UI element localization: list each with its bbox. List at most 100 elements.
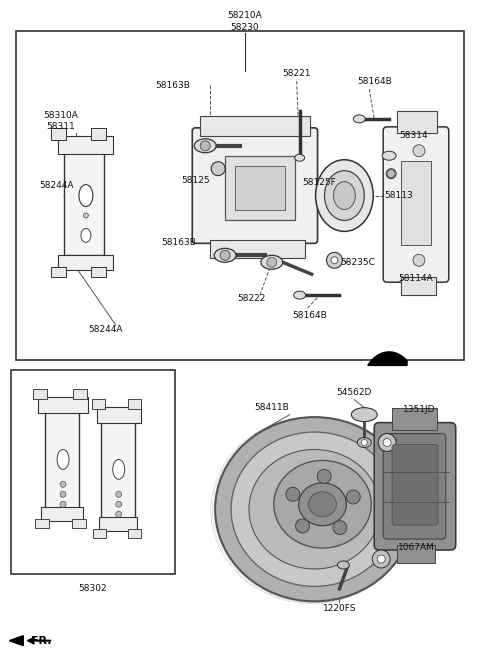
Ellipse shape: [386, 169, 396, 178]
Circle shape: [378, 434, 396, 451]
Circle shape: [413, 255, 425, 266]
Ellipse shape: [113, 459, 125, 480]
Ellipse shape: [351, 407, 377, 422]
Circle shape: [60, 491, 66, 497]
Bar: [397, 111, 437, 133]
FancyBboxPatch shape: [192, 128, 318, 243]
Ellipse shape: [194, 139, 216, 153]
FancyBboxPatch shape: [383, 434, 446, 539]
Circle shape: [317, 470, 331, 483]
Circle shape: [211, 162, 225, 176]
Ellipse shape: [215, 417, 414, 602]
Circle shape: [377, 555, 385, 563]
Ellipse shape: [249, 449, 380, 569]
Text: 58125F: 58125F: [303, 178, 336, 187]
Bar: [97, 407, 141, 422]
Bar: [128, 399, 141, 409]
Bar: [210, 240, 305, 258]
Bar: [93, 529, 106, 538]
Ellipse shape: [57, 449, 69, 470]
Bar: [58, 255, 113, 270]
Bar: [72, 519, 86, 528]
Text: 58311: 58311: [47, 123, 75, 131]
Bar: [35, 519, 49, 528]
Circle shape: [372, 550, 390, 568]
Circle shape: [296, 519, 310, 533]
Bar: [45, 409, 79, 509]
Ellipse shape: [261, 255, 283, 269]
Text: FR.: FR.: [31, 636, 52, 646]
Text: 58113: 58113: [384, 191, 413, 200]
Bar: [101, 420, 134, 519]
Ellipse shape: [334, 182, 355, 209]
Bar: [225, 155, 295, 220]
Circle shape: [413, 145, 425, 157]
Circle shape: [333, 521, 347, 535]
Bar: [73, 389, 87, 399]
Circle shape: [60, 501, 66, 507]
Polygon shape: [9, 636, 23, 646]
Bar: [235, 166, 285, 211]
Circle shape: [387, 170, 395, 178]
Text: 58230: 58230: [231, 23, 259, 31]
Circle shape: [286, 487, 300, 501]
FancyBboxPatch shape: [383, 127, 449, 282]
Circle shape: [116, 491, 122, 497]
Text: 58221: 58221: [282, 69, 311, 77]
Text: 1351JD: 1351JD: [403, 405, 435, 414]
Bar: [92, 399, 105, 409]
Text: 58314: 58314: [400, 131, 428, 140]
Ellipse shape: [357, 438, 371, 447]
Bar: [41, 507, 83, 521]
Circle shape: [116, 501, 122, 507]
Bar: [51, 128, 66, 140]
Text: 58310A: 58310A: [44, 112, 78, 121]
Text: 54562D: 54562D: [336, 388, 372, 398]
Text: 58302: 58302: [79, 584, 107, 594]
Polygon shape: [368, 352, 407, 365]
Text: 58163B: 58163B: [155, 81, 190, 89]
Circle shape: [220, 251, 230, 260]
Text: 58411B: 58411B: [254, 403, 289, 412]
Bar: [38, 397, 88, 413]
Bar: [99, 517, 137, 531]
Ellipse shape: [326, 253, 342, 268]
Ellipse shape: [274, 461, 371, 548]
Ellipse shape: [231, 432, 398, 586]
Bar: [401, 277, 436, 295]
Text: 58210A: 58210A: [228, 11, 263, 20]
Text: 1220FS: 1220FS: [323, 604, 356, 613]
FancyBboxPatch shape: [392, 445, 438, 525]
Circle shape: [346, 490, 360, 504]
Bar: [128, 529, 141, 538]
Text: 58222: 58222: [238, 294, 266, 302]
Bar: [200, 116, 310, 136]
Ellipse shape: [309, 492, 336, 517]
Text: 58244A: 58244A: [39, 181, 73, 190]
Ellipse shape: [299, 483, 347, 525]
Circle shape: [60, 482, 66, 487]
Ellipse shape: [315, 159, 373, 232]
Ellipse shape: [324, 171, 364, 220]
Bar: [91, 267, 106, 277]
FancyBboxPatch shape: [374, 422, 456, 550]
Text: 58114A: 58114A: [398, 274, 433, 283]
Bar: [16, 31, 464, 360]
Bar: [51, 267, 66, 277]
Bar: [392, 407, 437, 430]
Ellipse shape: [353, 115, 365, 123]
Bar: [397, 545, 435, 563]
Ellipse shape: [84, 213, 88, 218]
Text: 58164B: 58164B: [357, 77, 392, 85]
Text: 1067AM: 1067AM: [397, 543, 434, 552]
Ellipse shape: [331, 256, 338, 264]
Text: 58235C: 58235C: [340, 258, 375, 267]
Circle shape: [116, 511, 122, 517]
Text: 58163B: 58163B: [161, 238, 196, 247]
Ellipse shape: [295, 154, 305, 161]
Circle shape: [200, 141, 210, 151]
Text: 58244A: 58244A: [88, 325, 123, 335]
Bar: [91, 128, 106, 140]
Ellipse shape: [294, 291, 306, 299]
Ellipse shape: [382, 152, 396, 160]
